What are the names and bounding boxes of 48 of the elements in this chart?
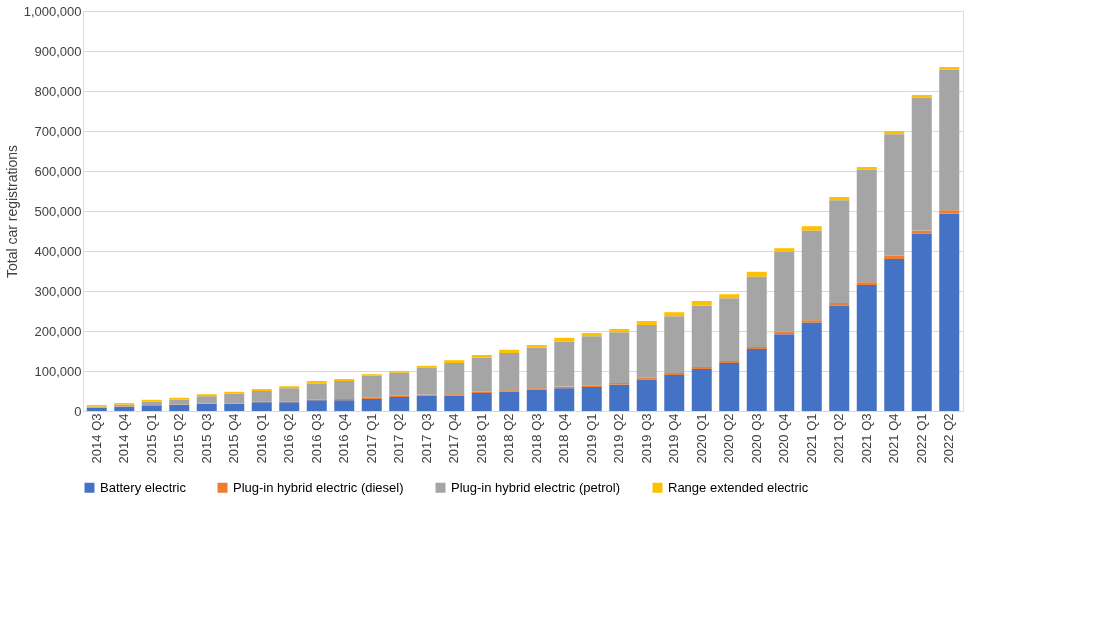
x-tick-label: 2017 Q3 — [418, 413, 434, 464]
x-tick-label: 2020 Q4 — [776, 413, 792, 464]
x-tick-label: 2020 Q1 — [693, 413, 709, 464]
x-tick-label: 2019 Q4 — [666, 413, 682, 464]
x-tick-label: 2014 Q3 — [88, 413, 104, 464]
y-tick-label: 600,000 — [34, 163, 82, 179]
y-axis-title: Total car registrations — [3, 144, 20, 279]
x-tick-label: 2018 Q3 — [528, 413, 544, 464]
legend-label: Battery electric — [100, 479, 187, 495]
x-tick-label: 2015 Q4 — [226, 413, 242, 464]
y-tick-label: 700,000 — [34, 123, 82, 139]
x-tick-label: 2021 Q3 — [858, 413, 874, 464]
x-tick-label: 2018 Q2 — [501, 413, 517, 464]
legend-label: Plug-in hybrid electric (diesel) — [233, 479, 404, 495]
y-tick-label: 1,000,000 — [23, 3, 82, 19]
x-tick-label: 2015 Q3 — [198, 413, 214, 464]
y-tick-label: 500,000 — [34, 203, 82, 219]
y-tick-label: 100,000 — [34, 363, 82, 379]
y-tick-label: 200,000 — [34, 323, 82, 339]
y-tick-label: 900,000 — [34, 43, 82, 59]
x-tick-label: 2015 Q2 — [171, 413, 187, 464]
x-tick-label: 2019 Q3 — [638, 413, 654, 464]
x-tick-label: 2019 Q1 — [583, 413, 599, 464]
y-tick-label: 0 — [74, 403, 82, 419]
legend-label: Range extended electric — [668, 479, 809, 495]
y-tick-label: 400,000 — [34, 243, 82, 259]
x-tick-label: 2016 Q2 — [281, 413, 297, 464]
x-tick-label: 2017 Q1 — [363, 413, 379, 464]
x-tick-label: 2021 Q1 — [803, 413, 819, 464]
x-tick-label: 2022 Q1 — [913, 413, 929, 464]
x-tick-label: 2022 Q2 — [941, 413, 957, 464]
x-tick-label: 2020 Q2 — [721, 413, 737, 464]
x-tick-label: 2016 Q4 — [336, 413, 352, 464]
x-tick-label: 2019 Q2 — [611, 413, 627, 464]
y-tick-label: 300,000 — [34, 283, 82, 299]
x-tick-label: 2021 Q4 — [886, 413, 902, 464]
x-tick-label: 2020 Q3 — [748, 413, 764, 464]
x-tick-label: 2018 Q1 — [473, 413, 489, 464]
legend-label: Plug-in hybrid electric (petrol) — [451, 479, 621, 495]
x-tick-label: 2014 Q4 — [116, 413, 132, 464]
x-tick-label: 2018 Q4 — [556, 413, 572, 464]
x-tick-label: 2017 Q2 — [391, 413, 407, 464]
x-tick-label: 2015 Q1 — [143, 413, 159, 464]
x-tick-label: 2016 Q3 — [308, 413, 324, 464]
x-tick-label: 2016 Q1 — [253, 413, 269, 464]
x-tick-label: 2021 Q2 — [831, 413, 847, 464]
y-tick-label: 800,000 — [34, 83, 82, 99]
x-tick-label: 2017 Q4 — [446, 413, 462, 464]
